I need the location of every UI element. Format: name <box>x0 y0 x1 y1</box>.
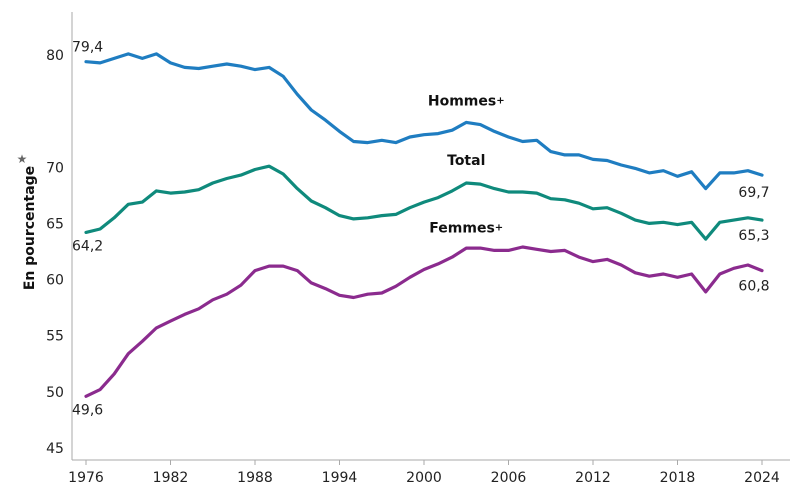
y-axis-ticks: 45 50 55 60 65 70 80 <box>46 48 64 457</box>
series-name-suffix: + <box>496 96 504 107</box>
x-tick-label: 2024 <box>744 470 780 486</box>
x-tick-label: 2018 <box>660 470 696 486</box>
series-line-hommes <box>84 52 764 191</box>
series-name-femmes: Femmes+ <box>429 220 503 236</box>
x-tick-label: 2006 <box>491 470 527 486</box>
start-label-femmes: 49,6 <box>72 402 103 418</box>
start-label-total: 64,2 <box>72 238 103 254</box>
y-tick-label: 60 <box>46 273 64 289</box>
x-tick-label: 1982 <box>153 470 189 486</box>
series-name-hommes: Hommes+ <box>428 94 505 110</box>
x-axis-ticks: 1976 1982 1988 1994 2000 2006 2012 2018 2024 <box>68 460 780 486</box>
x-tick-label: 2012 <box>575 470 611 486</box>
y-axis-title-group: En pourcentage <box>22 166 38 290</box>
series-name-suffix: + <box>495 222 503 233</box>
series-layer <box>84 52 764 398</box>
end-label-femmes: 60,8 <box>738 279 769 295</box>
y-tick-label: 80 <box>46 48 64 64</box>
series-line-femmes <box>84 245 764 398</box>
series-name-text: Hommes <box>428 94 496 110</box>
x-tick-label: 1994 <box>322 470 358 486</box>
labels-layer: Hommes+79,469,7Total64,265,3Femmes+49,66… <box>72 40 770 419</box>
y-axis-title: En pourcentage <box>22 166 38 290</box>
start-label-hommes: 79,4 <box>72 40 103 56</box>
x-tick-label: 1976 <box>68 470 104 486</box>
y-tick-label: 70 <box>46 160 64 176</box>
series-name-total: Total <box>447 153 485 169</box>
y-tick-label: 50 <box>46 385 64 401</box>
series-line-total <box>84 164 764 241</box>
series-name-text: Femmes <box>429 220 495 236</box>
series-name-text: Total <box>447 153 485 169</box>
y-tick-label: 45 <box>46 441 64 457</box>
pin-icon[interactable]: ★ <box>17 152 28 166</box>
end-label-hommes: 69,7 <box>738 185 769 201</box>
x-tick-label: 1988 <box>237 470 273 486</box>
y-tick-label: 65 <box>46 216 64 232</box>
x-tick-label: 2000 <box>406 470 442 486</box>
y-tick-label: 55 <box>46 329 64 345</box>
end-label-total: 65,3 <box>738 228 769 244</box>
